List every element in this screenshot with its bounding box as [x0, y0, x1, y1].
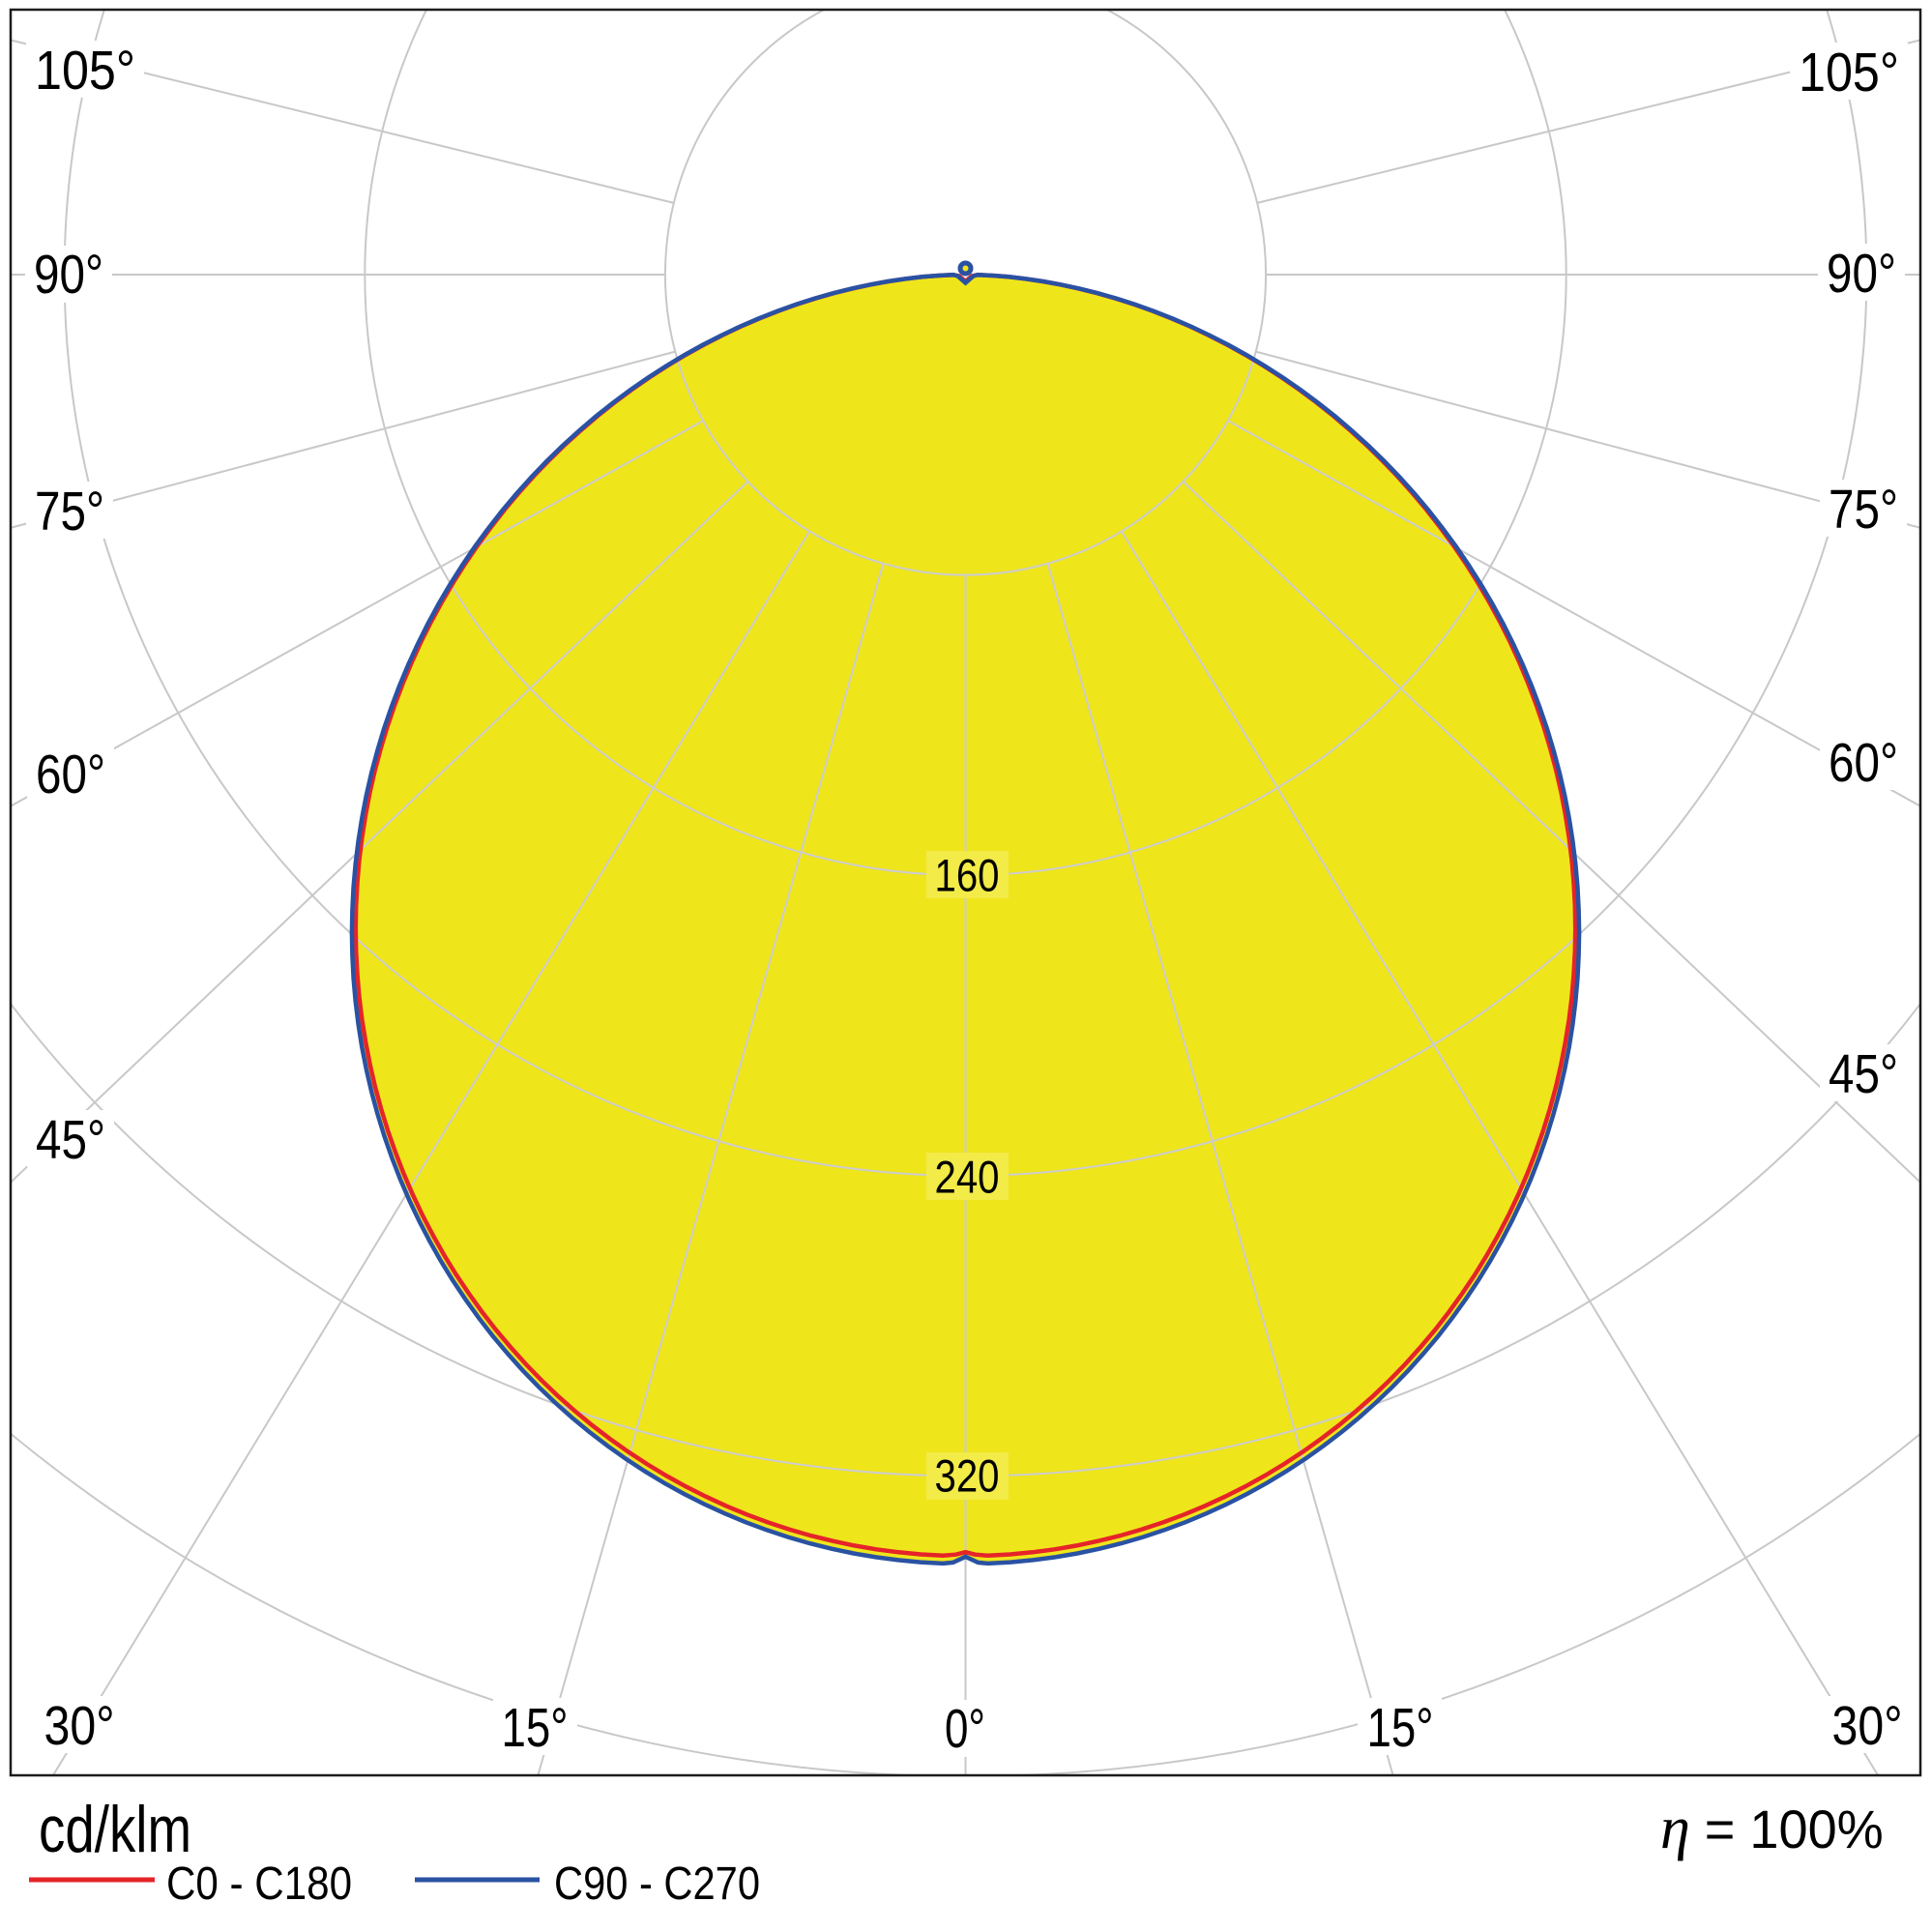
- svg-text:15°: 15°: [502, 1697, 569, 1759]
- svg-text:C0 - C180: C0 - C180: [166, 1858, 352, 1910]
- svg-text:60°: 60°: [1829, 732, 1898, 794]
- svg-text:105°: 105°: [35, 40, 135, 102]
- svg-text:60°: 60°: [36, 744, 105, 805]
- svg-text:45°: 45°: [1829, 1043, 1898, 1105]
- svg-text:45°: 45°: [36, 1109, 105, 1171]
- svg-text:75°: 75°: [1829, 479, 1898, 541]
- svg-text:240: 240: [935, 1152, 1000, 1203]
- svg-text:320: 320: [935, 1450, 1000, 1502]
- svg-text:90°: 90°: [34, 244, 103, 306]
- svg-text:C90 - C270: C90 - C270: [554, 1858, 760, 1910]
- svg-text:90°: 90°: [1827, 243, 1896, 305]
- svg-text:105°: 105°: [1799, 42, 1899, 103]
- svg-text:30°: 30°: [44, 1695, 115, 1757]
- svg-text:160: 160: [935, 850, 1000, 901]
- svg-text:30°: 30°: [1832, 1695, 1903, 1757]
- svg-text:0°: 0°: [945, 1698, 985, 1760]
- svg-text:η = 100%: η = 100%: [1660, 1796, 1884, 1861]
- svg-text:75°: 75°: [35, 481, 104, 542]
- svg-text:15°: 15°: [1367, 1697, 1434, 1759]
- svg-text:cd/klm: cd/klm: [39, 1793, 191, 1866]
